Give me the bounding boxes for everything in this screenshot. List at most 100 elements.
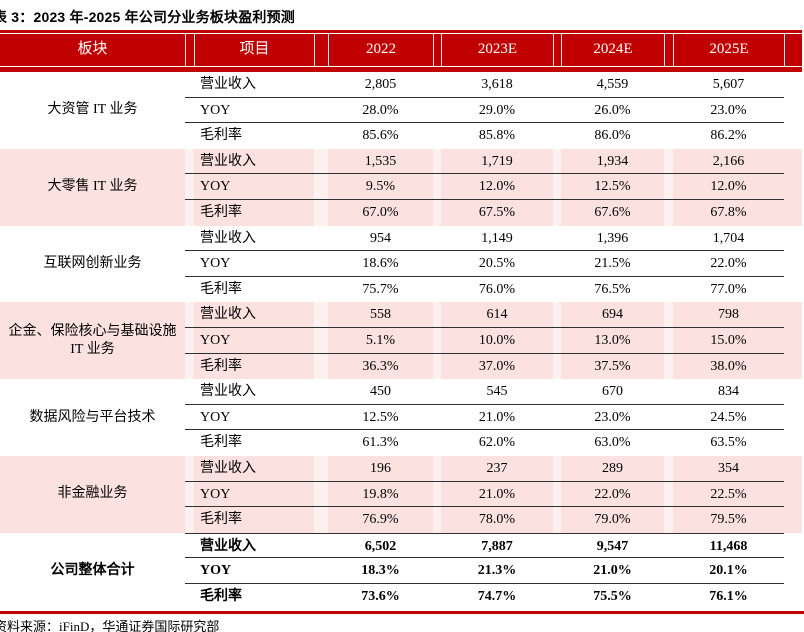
row-pad-cell bbox=[784, 353, 802, 380]
value-cell: 79.5% bbox=[673, 507, 784, 533]
spacer-cell bbox=[185, 123, 194, 149]
metric-label-cell: YOY bbox=[194, 327, 314, 354]
header-spacer bbox=[314, 34, 328, 66]
value-cell: 3,618 bbox=[441, 72, 553, 98]
spacer-cell bbox=[664, 558, 673, 584]
spacer-cell bbox=[314, 251, 328, 277]
row-pad-cell bbox=[784, 251, 802, 277]
row-pad-cell bbox=[784, 481, 802, 508]
value-cell: 670 bbox=[561, 379, 664, 405]
value-cell: 21.3% bbox=[441, 558, 553, 584]
spacer-cell bbox=[433, 148, 441, 175]
spacer-cell bbox=[553, 327, 561, 354]
metric-label-cell: YOY bbox=[194, 481, 314, 508]
spacer-cell bbox=[553, 430, 561, 456]
value-cell: 22.0% bbox=[673, 251, 784, 277]
value-cell: 29.0% bbox=[441, 98, 553, 124]
row-pad-cell bbox=[784, 507, 802, 533]
value-cell: 20.1% bbox=[673, 558, 784, 584]
spacer-cell bbox=[185, 199, 194, 226]
metric-label-cell: 营业收入 bbox=[194, 532, 314, 559]
spacer-cell bbox=[664, 430, 673, 456]
header-spacer bbox=[664, 34, 673, 66]
spacer-cell bbox=[185, 379, 194, 405]
value-cell: 67.5% bbox=[441, 199, 553, 226]
value-cell: 1,149 bbox=[441, 226, 553, 252]
metric-label-cell: YOY bbox=[194, 251, 314, 277]
row-pad-cell bbox=[784, 584, 802, 610]
row-pad-cell bbox=[784, 98, 802, 124]
spacer-cell bbox=[433, 276, 441, 303]
spacer-cell bbox=[553, 97, 561, 124]
value-cell: 36.3% bbox=[328, 353, 433, 380]
spacer-cell bbox=[314, 123, 328, 149]
value-cell: 21.0% bbox=[441, 481, 553, 508]
value-cell: 237 bbox=[441, 455, 553, 482]
row-pad-cell bbox=[784, 148, 802, 175]
spacer-cell bbox=[553, 481, 561, 508]
value-cell: 5,607 bbox=[673, 72, 784, 98]
header-cell-2023e: 2023E bbox=[441, 34, 553, 66]
spacer-cell bbox=[553, 353, 561, 380]
spacer-cell bbox=[433, 532, 441, 559]
header-cell-2025e: 2025E bbox=[673, 34, 784, 66]
spacer-cell bbox=[553, 404, 561, 431]
value-cell: 86.0% bbox=[594, 128, 631, 144]
spacer-cell bbox=[185, 251, 194, 277]
value-cell: 23.0% bbox=[561, 405, 664, 431]
value-cell: 74.7% bbox=[477, 588, 517, 604]
value-cell: 86.2% bbox=[710, 128, 747, 144]
value-cell: 77.0% bbox=[710, 281, 747, 297]
value-cell: 1,934 bbox=[561, 148, 664, 175]
value-cell: 23.0% bbox=[673, 98, 784, 124]
value-cell: 18.3% bbox=[328, 558, 433, 584]
spacer-cell bbox=[314, 404, 328, 431]
spacer-cell bbox=[433, 481, 441, 508]
value-cell: 28.0% bbox=[328, 98, 433, 124]
spacer-cell bbox=[553, 72, 561, 98]
spacer-cell bbox=[314, 455, 328, 482]
spacer-cell bbox=[185, 353, 194, 380]
spacer-cell bbox=[433, 327, 441, 354]
segment-name-cell: 大资管 IT 业务 bbox=[47, 102, 138, 118]
spacer-cell bbox=[433, 199, 441, 226]
row-pad-cell bbox=[784, 72, 802, 98]
row-pad-cell bbox=[784, 226, 802, 252]
spacer-cell bbox=[664, 404, 673, 431]
value-cell: 73.6% bbox=[361, 588, 400, 604]
value-cell: 13.0% bbox=[561, 327, 664, 354]
spacer-cell bbox=[314, 558, 328, 584]
row-pad-cell bbox=[784, 199, 802, 226]
spacer-cell bbox=[185, 558, 194, 584]
value-cell: 954 bbox=[328, 226, 433, 252]
segment-name-cell: 公司整体合计 bbox=[50, 563, 135, 579]
metric-label-cell: 毛利率 bbox=[194, 199, 314, 226]
spacer-cell bbox=[433, 97, 441, 124]
value-cell: 78.0% bbox=[441, 507, 553, 533]
value-cell: 1,719 bbox=[441, 148, 553, 175]
spacer-cell bbox=[433, 404, 441, 431]
value-cell: 21.0% bbox=[441, 405, 553, 431]
spacer-cell bbox=[433, 507, 441, 533]
value-cell: 9,547 bbox=[561, 532, 664, 559]
spacer-cell bbox=[433, 583, 441, 610]
metric-label-cell: 毛利率 bbox=[194, 353, 314, 380]
metric-label-cell: 营业收入 bbox=[194, 148, 314, 175]
metric-label-cell: 毛利率 bbox=[194, 507, 314, 533]
spacer-cell bbox=[185, 455, 194, 482]
spacer-cell bbox=[314, 379, 328, 405]
value-cell: 75.7% bbox=[362, 281, 399, 297]
header-spacer bbox=[433, 34, 441, 66]
spacer-cell bbox=[664, 481, 673, 508]
spacer-cell bbox=[553, 532, 561, 559]
spacer-cell bbox=[553, 276, 561, 303]
spacer-cell bbox=[664, 379, 673, 405]
value-cell: 798 bbox=[673, 302, 784, 328]
spacer-cell bbox=[433, 174, 441, 200]
value-cell: 12.5% bbox=[561, 174, 664, 200]
spacer-cell bbox=[433, 353, 441, 380]
spacer-cell bbox=[664, 199, 673, 226]
spacer-cell bbox=[185, 276, 194, 303]
spacer-cell bbox=[185, 481, 194, 508]
